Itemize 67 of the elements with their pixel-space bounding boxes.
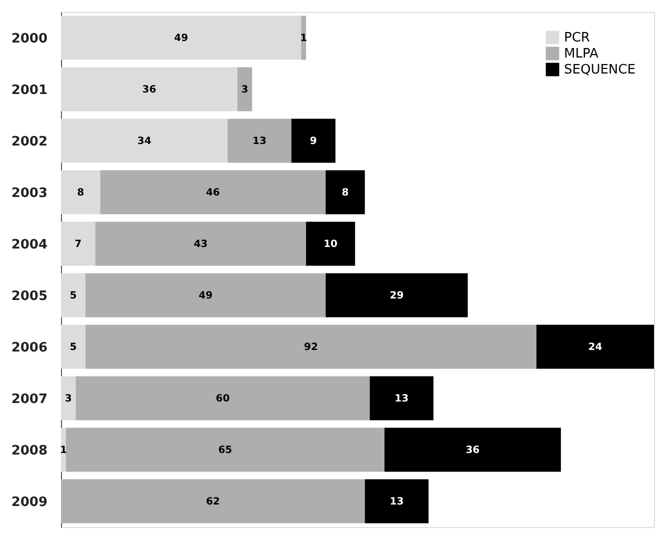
- data-label: 13: [394, 393, 409, 404]
- data-label: 60: [216, 393, 230, 404]
- data-label: 8: [77, 187, 84, 198]
- y-tick-label: 2005: [11, 288, 48, 304]
- bar: [326, 170, 365, 214]
- legend-label: PCR: [564, 30, 590, 46]
- data-label: 13: [252, 136, 266, 147]
- data-label: 36: [142, 84, 156, 96]
- bar: [384, 428, 561, 472]
- bar: [61, 324, 86, 369]
- data-label: 10: [324, 238, 338, 250]
- data-label: 92: [304, 342, 318, 353]
- legend-label: SEQUENCE: [564, 62, 636, 78]
- y-tick-label: 2007: [11, 392, 48, 407]
- bar: [100, 170, 326, 214]
- data-label: 36: [466, 444, 480, 456]
- data-label: 65: [218, 444, 232, 456]
- bar: [66, 428, 384, 472]
- bar: [61, 118, 228, 163]
- bar: [76, 376, 370, 420]
- bar: [536, 324, 654, 369]
- bar: [291, 118, 336, 163]
- bar: [237, 67, 252, 112]
- bar: [326, 273, 468, 318]
- bar: [95, 222, 306, 266]
- y-tick-label: 2009: [11, 494, 48, 510]
- data-label: 5: [70, 290, 77, 302]
- data-label: 24: [588, 342, 602, 353]
- bar: [61, 170, 100, 214]
- bar: [61, 376, 76, 420]
- bar: [86, 273, 326, 318]
- data-label: 34: [137, 136, 152, 147]
- y-tick-label: 2003: [11, 186, 48, 201]
- bar: [364, 479, 429, 524]
- data-label: 62: [206, 496, 220, 508]
- data-label: 8: [342, 187, 349, 198]
- data-label: 5: [70, 342, 77, 353]
- data-label: 1: [60, 444, 67, 456]
- bar: [86, 324, 536, 369]
- bar: [61, 273, 86, 318]
- data-label: 29: [390, 290, 404, 302]
- y-tick-label: 2002: [11, 134, 48, 150]
- data-label: 46: [206, 187, 220, 198]
- bar: [61, 222, 96, 266]
- data-label: 43: [194, 238, 208, 250]
- data-label: 3: [64, 393, 72, 404]
- y-tick-label: 2001: [11, 82, 48, 98]
- data-label: 7: [74, 238, 82, 250]
- y-tick-label: 2008: [11, 443, 48, 458]
- bar: [306, 222, 356, 266]
- data-label: 13: [390, 496, 404, 508]
- bar: [61, 67, 238, 112]
- bar: [370, 376, 434, 420]
- data-label: 9: [310, 136, 317, 147]
- data-label: 1: [300, 32, 308, 44]
- y-tick-label: 2006: [11, 340, 48, 356]
- data-label: 49: [174, 32, 188, 44]
- bar: [61, 479, 365, 524]
- data-label: 49: [198, 290, 213, 302]
- bar: [301, 16, 306, 60]
- bar: [61, 428, 66, 472]
- bar: [61, 16, 302, 60]
- y-tick-label: 2000: [11, 31, 48, 46]
- bar: [228, 118, 292, 163]
- y-tick-label: 2004: [11, 237, 48, 252]
- data-label: 3: [241, 84, 248, 96]
- legend-label: MLPA: [564, 46, 598, 62]
